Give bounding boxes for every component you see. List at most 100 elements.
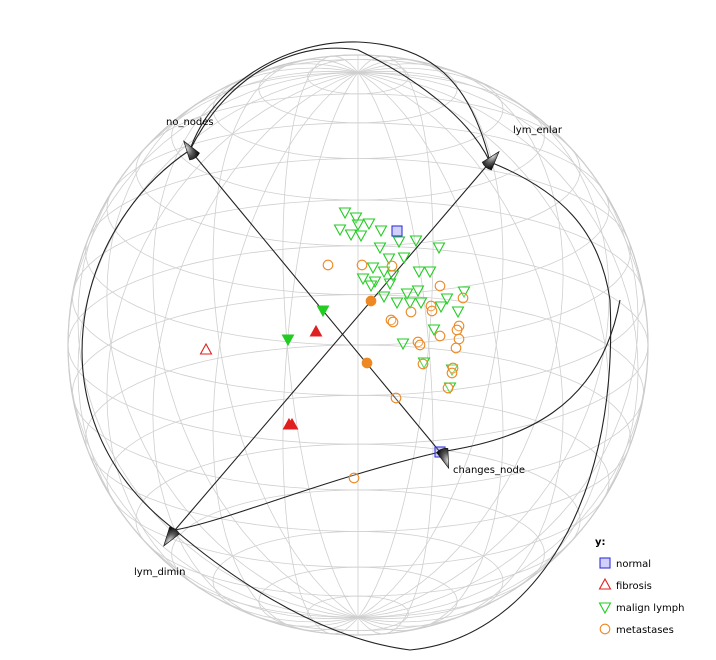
point-malign-lymph: [411, 285, 425, 298]
grid-parallel: [171, 489, 545, 618]
point-metastases: [414, 339, 426, 351]
point-malign-lymph: [400, 288, 414, 301]
anchor-lym-enlar-shape: [481, 150, 500, 171]
point-metastases: [417, 358, 429, 370]
point-malign-lymph: [377, 266, 391, 279]
point-malign-lymph: [427, 324, 441, 337]
point-normal: [391, 225, 403, 237]
anchor-changes-node: [436, 448, 450, 470]
point-malign-lymph: [362, 218, 376, 231]
legend-label-normal: normal: [616, 559, 651, 570]
point-metastases: [348, 472, 360, 484]
data-points: [199, 207, 471, 484]
legend-label-fibrosis: fibrosis: [616, 581, 652, 592]
point-malign-lymph: [382, 253, 396, 266]
point-malign-lymph: [374, 225, 388, 238]
point-metastases: [356, 259, 368, 271]
grid-parallel: [258, 54, 458, 124]
point-metastases: [405, 306, 417, 318]
legend-marker-metastases: [599, 623, 611, 635]
point-metastases-filled: [361, 357, 373, 369]
point-malign-lymph-filled: [281, 334, 295, 347]
grid-parallel: [106, 395, 610, 568]
anchor-lym-dimin-shape: [163, 526, 180, 547]
legend-markers: [598, 557, 612, 635]
legend-marker-malign-lymph: [598, 602, 612, 615]
point-fibrosis: [199, 342, 213, 355]
point-malign-lymph: [440, 293, 454, 306]
legend: y: normal fibrosis malign lymph metastas…: [595, 537, 684, 636]
grid-parallel: [85, 344, 631, 532]
axis-label-lym-dimin: lym_dimin: [134, 567, 185, 578]
point-metastases: [457, 292, 469, 304]
point-malign-lymph-filled: [316, 305, 330, 318]
point-malign-lymph: [397, 252, 411, 265]
point-malign-lymph: [390, 297, 404, 310]
point-malign-lymph: [349, 212, 363, 225]
point-malign-lymph: [354, 230, 368, 243]
point-malign-lymph: [368, 276, 382, 289]
axis-anchors: [163, 140, 500, 547]
point-fibrosis-filled: [309, 324, 323, 337]
grid-parallel: [106, 122, 610, 295]
point-malign-lymph: [457, 286, 471, 299]
anchor-lym-dimin: [163, 526, 180, 547]
axis-label-no-nodes: no_nodes: [166, 117, 214, 128]
grid-parallel: [258, 566, 458, 636]
point-malign-lymph: [451, 306, 465, 319]
grid-parallel: [171, 72, 545, 201]
anchor-lym-enlar: [481, 150, 500, 171]
point-malign-lymph: [414, 297, 428, 310]
axis-label-lym-enlar: lym_enlar: [513, 125, 563, 136]
grid-parallel: [212, 531, 504, 631]
point-fibrosis-filled: [285, 417, 299, 430]
point-malign-lymph: [351, 219, 365, 232]
point-malign-lymph: [344, 229, 358, 242]
point-metastases: [450, 342, 462, 354]
legend-label-metastases: metastases: [616, 625, 674, 636]
point-malign-lymph: [396, 338, 410, 351]
axis-label-changes-node: changes_node: [453, 465, 525, 476]
point-malign-lymph: [392, 236, 406, 249]
point-metastases: [451, 324, 463, 336]
point-metastases: [390, 392, 402, 404]
great-circle-0: [81, 149, 612, 651]
grid-parallel: [135, 443, 581, 597]
grid-parallel: [307, 595, 409, 631]
legend-marker-fibrosis: [598, 577, 612, 590]
point-metastases: [442, 382, 454, 394]
point-metastases: [426, 305, 438, 317]
grid-parallel: [71, 294, 644, 491]
grid-parallel: [71, 199, 644, 396]
point-metastases: [446, 367, 458, 379]
point-malign-lymph: [383, 278, 397, 291]
point-metastases: [387, 316, 399, 328]
point-malign-lymph: [432, 242, 446, 255]
point-malign-lymph: [373, 242, 387, 255]
legend-marker-normal: [599, 557, 611, 569]
point-malign-lymph: [333, 224, 347, 237]
great-circle-1: [189, 41, 491, 163]
anchor-no-nodes-shape: [183, 140, 200, 161]
anchor-changes-node-shape: [436, 448, 450, 470]
axis-line-lym-enlar-lym-dimin: [174, 161, 491, 531]
grid-parallel: [85, 158, 631, 346]
point-malign-lymph: [409, 235, 423, 248]
point-metastases: [434, 330, 446, 342]
point-malign-lymph: [377, 291, 391, 304]
point-malign-lymph: [366, 262, 380, 275]
legend-label-malign-lymph: malign lymph: [616, 603, 684, 614]
anchor-no-nodes: [183, 140, 200, 161]
point-malign-lymph: [445, 364, 459, 377]
great-circle-3: [189, 47, 491, 163]
axis-line-no-nodes-changes-node: [189, 149, 441, 453]
point-metastases: [386, 260, 398, 272]
point-malign-lymph: [364, 280, 378, 293]
point-metastases: [322, 259, 334, 271]
grid-parallel: [67, 245, 649, 445]
sphere-grid: [67, 54, 649, 636]
point-malign-lymph: [356, 273, 370, 286]
point-malign-lymph: [423, 266, 437, 279]
point-metastases: [453, 333, 465, 345]
